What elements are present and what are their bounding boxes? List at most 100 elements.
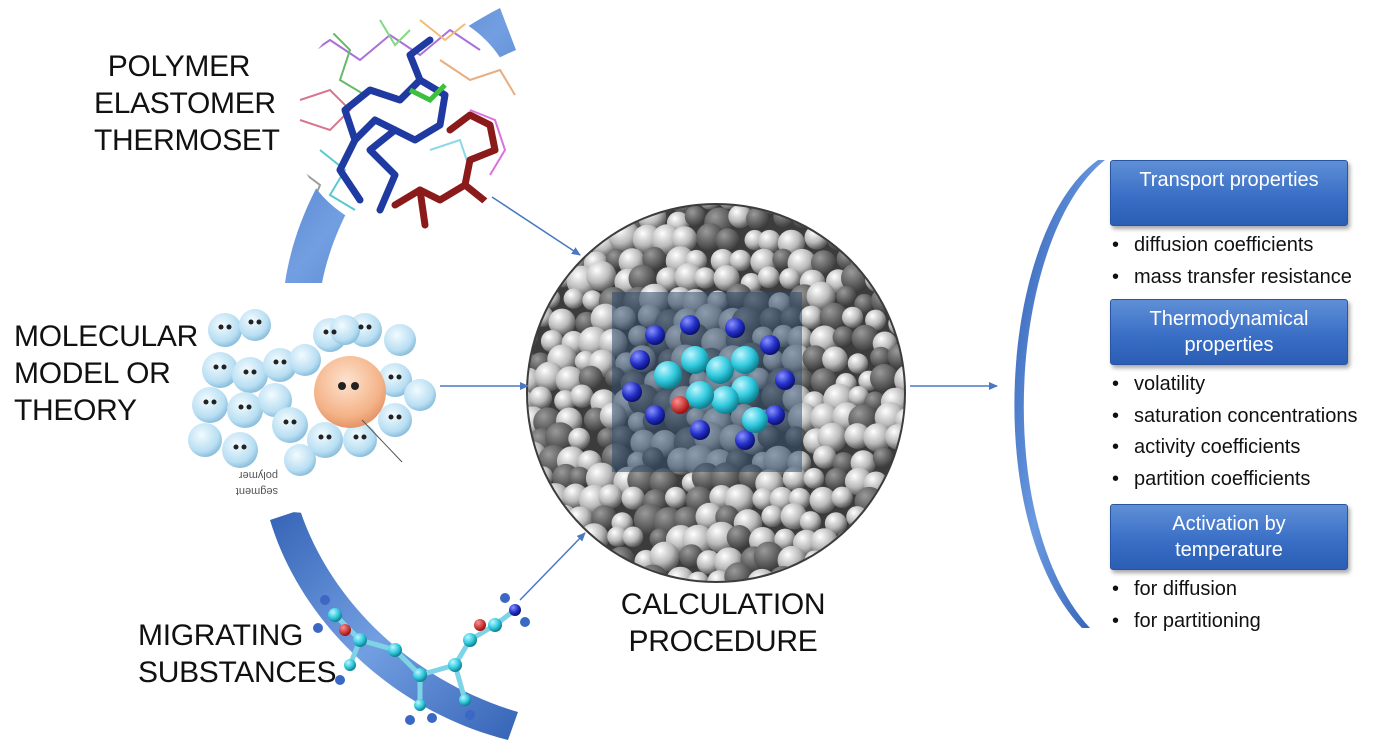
- matrix-atom: [908, 188, 937, 217]
- matrix-atom: [528, 268, 534, 295]
- label-model-line3: THEORY: [14, 394, 137, 427]
- matrix-atom: [894, 364, 904, 396]
- matrix-atom: [665, 486, 687, 509]
- matrix-atom: [568, 427, 591, 450]
- matrix-atom: [915, 206, 941, 232]
- matrix-atom: [873, 527, 903, 557]
- label-polymer-line1: POLYMER: [107, 50, 251, 83]
- matrix-atom: [571, 205, 598, 210]
- matrix-atom: [915, 448, 939, 472]
- matrix-atom: [649, 541, 680, 572]
- matrix-atom: [528, 228, 531, 251]
- matrix-atom: [811, 250, 837, 276]
- right-bracket-arc: [1014, 160, 1105, 628]
- matrix-atom: [584, 567, 606, 581]
- matrix-atom: [802, 345, 828, 371]
- matrix-atom: [757, 266, 780, 289]
- thermo-title-line1: Thermodynamical: [1149, 308, 1309, 330]
- matrix-atom: [568, 466, 591, 489]
- matrix-atom: [545, 422, 576, 453]
- matrix-atom: [914, 247, 941, 274]
- matrix-atom: [886, 548, 904, 578]
- matrix-atom: [865, 309, 887, 331]
- matrix-atom: [528, 470, 532, 492]
- matrix-atom: [553, 567, 585, 581]
- matrix-atom: [902, 463, 904, 489]
- matrix-atom: [826, 545, 852, 571]
- matrix-atom: [898, 331, 904, 355]
- matrix-atom: [870, 346, 892, 369]
- matrix-atom: [539, 246, 564, 271]
- matrix-atom: [910, 270, 932, 292]
- matrix-atom: [779, 268, 801, 290]
- matrix-atom: [746, 207, 769, 231]
- matrix-atom: [899, 572, 904, 581]
- matrix-atom: [831, 486, 853, 508]
- matrix-atom: [582, 290, 603, 311]
- label-migrating-line1: MIGRATING: [138, 619, 304, 652]
- thermodynamical-properties-header: Thermodynamical properties: [1110, 299, 1348, 365]
- matrix-atom: [842, 205, 869, 216]
- list-item: for partitioning: [1112, 606, 1261, 638]
- molecular-model-image: polymer segment: [188, 309, 436, 513]
- matrix-atom: [726, 525, 752, 550]
- matrix-atom: [665, 566, 695, 581]
- matrix-atom: [825, 467, 849, 492]
- matrix-atom: [906, 226, 931, 251]
- matrix-atom: [847, 353, 869, 374]
- matrix-atom: [621, 486, 645, 510]
- matrix-atom: [909, 553, 930, 574]
- matrix-atom: [876, 247, 903, 275]
- matrix-atom: [919, 563, 946, 590]
- list-item: volatility: [1112, 369, 1357, 401]
- label-calculation-line1: CALCULATION: [620, 588, 826, 621]
- matrix-atom: [548, 544, 577, 574]
- matrix-atom: [870, 364, 899, 393]
- matrix-atom: [918, 366, 939, 387]
- matrix-atom: [826, 205, 852, 212]
- label-polymer: POLYMER ELASTOMER THERMOSET: [94, 48, 280, 159]
- matrix-atom: [753, 541, 784, 572]
- matrix-atom: [878, 488, 904, 514]
- matrix-atom: [832, 209, 857, 234]
- label-migrating-line2: SUBSTANCES: [138, 656, 337, 689]
- matrix-atom: [905, 302, 936, 333]
- list-item: activity coefficients: [1112, 432, 1357, 464]
- matrix-atom: [671, 226, 698, 252]
- matrix-atom: [534, 205, 563, 234]
- matrix-atom: [698, 205, 721, 210]
- matrix-atom: [842, 306, 864, 328]
- matrix-atom: [684, 205, 706, 227]
- label-calculation: CALCULATION PROCEDURE: [612, 586, 834, 660]
- matrix-atom: [866, 507, 893, 534]
- matrix-atom: [881, 205, 904, 218]
- matrix-atom: [848, 522, 879, 553]
- matrix-atom: [895, 208, 904, 229]
- transport-title: Transport properties: [1139, 169, 1319, 191]
- polymer-image: [293, 7, 519, 233]
- label-polymer-line2: ELASTOMER: [94, 87, 276, 120]
- matrix-atom: [854, 293, 875, 315]
- matrix-atom: [832, 326, 854, 348]
- matrix-atom: [848, 386, 869, 407]
- arrow-polymer-to-center: [491, 196, 581, 256]
- matrix-atom: [528, 524, 541, 551]
- matrix-atom: [872, 447, 894, 468]
- matrix-atom: [873, 212, 895, 234]
- matrix-atom: [806, 281, 836, 311]
- matrix-atom: [528, 205, 531, 212]
- matrix-atom: [674, 263, 703, 292]
- matrix-atom: [908, 501, 938, 531]
- matrix-atom: [895, 485, 904, 509]
- matrix-atom: [532, 547, 554, 569]
- matrix-atom: [724, 562, 753, 581]
- activation-title-line1: Activation by: [1172, 513, 1286, 535]
- label-migrating: MIGRATING SUBSTANCES: [138, 617, 336, 691]
- matrix-atom: [865, 225, 886, 247]
- matrix-atom: [761, 505, 784, 528]
- label-polymer-line3: THERMOSET: [94, 124, 280, 157]
- matrix-atom: [728, 205, 752, 229]
- matrix-atom: [843, 225, 869, 251]
- matrix-atom: [822, 346, 848, 373]
- matrix-atom: [819, 302, 848, 331]
